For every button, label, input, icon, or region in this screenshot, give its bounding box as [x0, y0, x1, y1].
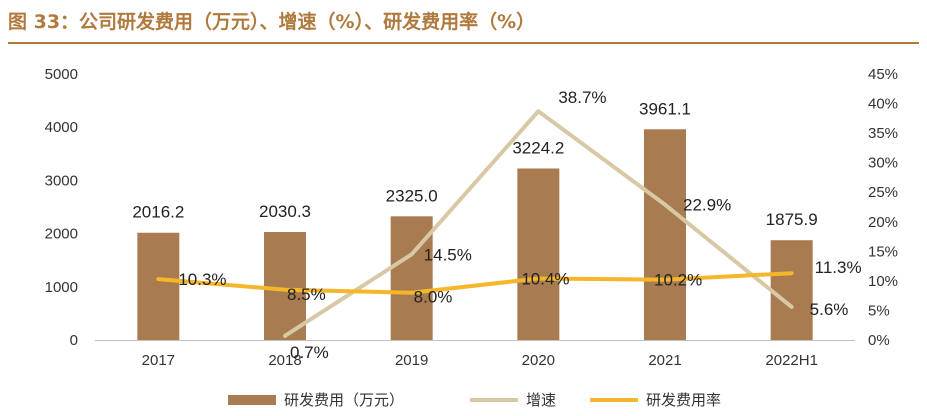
x-tick-2018: 2018: [268, 352, 301, 369]
growth-label-2018: 0.7%: [290, 343, 329, 362]
rd-rate-line: [156, 271, 794, 295]
growth-label-2020: 38.7%: [558, 88, 606, 107]
x-tick-2019: 2019: [395, 352, 428, 369]
legend-label-growth: 增速: [526, 391, 556, 409]
axes: 2017 2018 2019 2020 2021 2022H1 0 1000 2000 3000 4…: [45, 66, 898, 369]
bar-label-2021: 3961.1: [639, 99, 691, 118]
x-tick-2020: 2020: [522, 352, 555, 369]
legend-label-bar: 研发费用（万元）: [284, 391, 404, 409]
bar-2017: [137, 232, 180, 340]
legend-swatch-bar: [228, 395, 276, 405]
rate-label-2017: 10.3%: [178, 270, 226, 289]
y-left-tick-1000: 1000: [45, 279, 78, 296]
y-right-tick-30pct: 30%: [868, 155, 898, 172]
y-right-tick-40pct: 40%: [868, 96, 898, 113]
bar-2022H1: [770, 240, 813, 340]
y-left-tick-4000: 4000: [45, 119, 78, 136]
legend-label-rate: 研发费用率: [646, 391, 721, 409]
line-series: [156, 109, 794, 338]
legend: 研发费用（万元） 增速 研发费用率: [228, 391, 721, 409]
y-right-tick-20pct: 20%: [868, 214, 898, 231]
y-left-tick-5000: 5000: [45, 66, 78, 83]
growth-label-2019: 14.5%: [424, 245, 472, 264]
line-value-labels: 0.7% 14.5% 38.7% 22.9% 5.6% 10.3% 8.5% 8.0% 10.4…: [178, 88, 861, 362]
bar-series: [137, 129, 813, 340]
rate-label-2018: 8.5%: [287, 285, 326, 304]
growth-label-2022H1: 5.6%: [810, 300, 849, 319]
bar-label-2019: 2325.0: [386, 186, 438, 205]
x-tick-2021: 2021: [648, 352, 681, 369]
x-tick-2022H1: 2022H1: [765, 352, 818, 369]
rate-label-2020: 10.4%: [521, 270, 569, 289]
growth-label-2021: 22.9%: [683, 196, 731, 215]
y-right-tick-15pct: 15%: [868, 243, 898, 260]
rate-label-2022H1: 11.3%: [815, 258, 862, 277]
growth-line: [283, 109, 794, 338]
rate-label-2021: 10.2%: [654, 271, 702, 290]
bar-2018: [264, 231, 306, 340]
y-right-tick-35pct: 35%: [868, 125, 898, 142]
y-left-tick-2000: 2000: [45, 226, 78, 243]
chart-title: 图 33：公司研发费用（万元）、增速（%）、研发费用率（%）: [8, 11, 536, 33]
rate-label-2019: 8.0%: [414, 288, 453, 307]
y-right-tick-10pct: 10%: [868, 273, 898, 290]
bar-2020: [517, 168, 560, 340]
bar-label-2022H1: 1875.9: [766, 210, 818, 229]
bar-label-2020: 3224.2: [512, 138, 564, 157]
bar-2021: [644, 129, 686, 340]
y-right-tick-45pct: 45%: [868, 66, 898, 83]
bar-value-labels: 2016.2 2030.3 2325.0 3224.2 3961.1 1875.9: [132, 99, 817, 229]
y-right-tick-25pct: 25%: [868, 184, 898, 201]
y-left-tick-0: 0: [70, 332, 78, 349]
bar-label-2018: 2030.3: [259, 202, 311, 221]
x-tick-2017: 2017: [142, 352, 175, 369]
y-right-tick-0pct: 0%: [868, 332, 890, 349]
y-left-tick-3000: 3000: [45, 172, 78, 189]
bar-label-2017: 2016.2: [132, 203, 184, 222]
title-divider: [8, 42, 919, 44]
y-right-tick-5pct: 5%: [868, 302, 890, 319]
